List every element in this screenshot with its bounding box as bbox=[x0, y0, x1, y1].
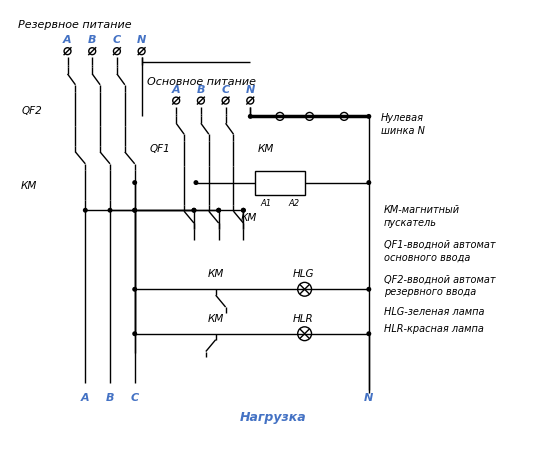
Circle shape bbox=[132, 208, 137, 213]
Circle shape bbox=[132, 331, 137, 336]
Text: B: B bbox=[196, 85, 205, 95]
Text: QF2: QF2 bbox=[21, 106, 42, 117]
Circle shape bbox=[132, 208, 137, 213]
Text: C: C bbox=[222, 85, 230, 95]
Circle shape bbox=[366, 287, 371, 292]
Text: КМ: КМ bbox=[208, 269, 224, 280]
Text: Нулевая
шинка N: Нулевая шинка N bbox=[381, 113, 424, 136]
Bar bbox=[255, 171, 305, 196]
Circle shape bbox=[108, 208, 113, 213]
Text: A: A bbox=[63, 35, 72, 45]
Text: A: A bbox=[172, 85, 181, 95]
Text: КМ: КМ bbox=[240, 213, 257, 223]
Circle shape bbox=[132, 180, 137, 185]
Circle shape bbox=[191, 208, 196, 213]
Circle shape bbox=[132, 287, 137, 292]
Text: КМ: КМ bbox=[21, 180, 37, 190]
Circle shape bbox=[83, 208, 88, 213]
Text: A: A bbox=[81, 393, 90, 403]
Text: QF1-вводной автомат
основного ввода: QF1-вводной автомат основного ввода bbox=[383, 240, 495, 262]
Circle shape bbox=[248, 114, 253, 119]
Text: A1: A1 bbox=[260, 199, 271, 208]
Circle shape bbox=[216, 208, 221, 213]
Text: N: N bbox=[246, 85, 255, 95]
Text: HLR-красная лампа: HLR-красная лампа bbox=[383, 324, 484, 334]
Circle shape bbox=[366, 180, 371, 185]
Text: N: N bbox=[364, 393, 374, 403]
Text: C: C bbox=[131, 393, 139, 403]
Text: HLG-зеленая лампа: HLG-зеленая лампа bbox=[383, 307, 484, 317]
Text: Нагрузка: Нагрузка bbox=[240, 411, 306, 424]
Circle shape bbox=[241, 208, 246, 213]
Circle shape bbox=[191, 208, 196, 213]
Text: Основное питание: Основное питание bbox=[147, 77, 255, 87]
Text: QF2-вводной автомат
резервного ввода: QF2-вводной автомат резервного ввода bbox=[383, 274, 495, 297]
Text: B: B bbox=[88, 35, 96, 45]
Circle shape bbox=[241, 208, 246, 213]
Text: A2: A2 bbox=[289, 199, 300, 208]
Circle shape bbox=[366, 114, 371, 119]
Text: QF1: QF1 bbox=[149, 144, 170, 154]
Text: HLG: HLG bbox=[293, 269, 315, 280]
Text: N: N bbox=[137, 35, 146, 45]
Circle shape bbox=[366, 331, 371, 336]
Text: КМ-магнитный
пускатель: КМ-магнитный пускатель bbox=[383, 205, 460, 228]
Text: Резервное питание: Резервное питание bbox=[18, 20, 132, 29]
Text: КМ: КМ bbox=[208, 314, 224, 324]
Text: C: C bbox=[113, 35, 121, 45]
Text: КМ: КМ bbox=[258, 144, 275, 154]
Circle shape bbox=[194, 180, 199, 185]
Text: B: B bbox=[106, 393, 114, 403]
Circle shape bbox=[216, 208, 221, 213]
Text: HLR: HLR bbox=[293, 314, 313, 324]
